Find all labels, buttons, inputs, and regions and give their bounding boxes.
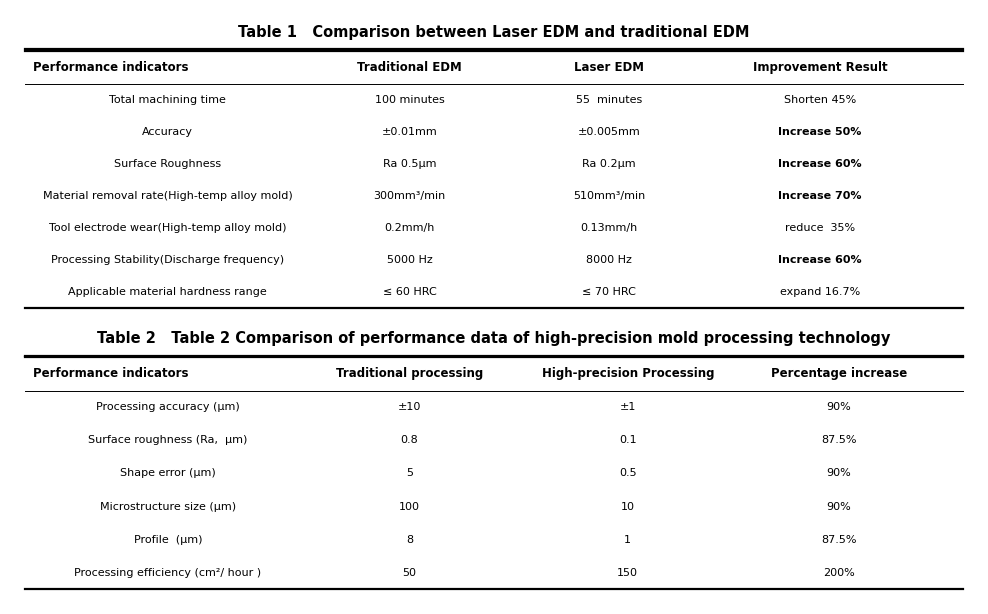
Text: 5000 Hz: 5000 Hz [386, 255, 433, 265]
Text: Surface Roughness: Surface Roughness [115, 159, 221, 169]
Text: High-precision Processing: High-precision Processing [541, 367, 714, 381]
Text: 50: 50 [402, 568, 417, 578]
Text: ≤ 70 HRC: ≤ 70 HRC [582, 287, 636, 297]
Text: Microstructure size (μm): Microstructure size (μm) [100, 502, 236, 511]
Text: Applicable material hardness range: Applicable material hardness range [68, 287, 267, 297]
Text: Increase 70%: Increase 70% [779, 191, 862, 201]
Text: Laser EDM: Laser EDM [574, 61, 644, 74]
Text: Accuracy: Accuracy [142, 127, 194, 137]
Text: 87.5%: 87.5% [821, 435, 857, 445]
Text: ±0.01mm: ±0.01mm [381, 127, 438, 137]
Text: Increase 50%: Increase 50% [779, 127, 862, 137]
Text: reduce  35%: reduce 35% [785, 223, 856, 233]
Text: expand 16.7%: expand 16.7% [781, 287, 861, 297]
Text: Total machining time: Total machining time [110, 95, 226, 105]
Text: Performance indicators: Performance indicators [33, 367, 188, 381]
Text: Surface roughness (Ra,  μm): Surface roughness (Ra, μm) [88, 435, 248, 445]
Text: 5: 5 [406, 468, 413, 478]
Text: Table 2   Table 2 Comparison of performance data of high-precision mold processi: Table 2 Table 2 Comparison of performanc… [97, 331, 891, 346]
Text: Table 1   Comparison between Laser EDM and traditional EDM: Table 1 Comparison between Laser EDM and… [238, 25, 750, 39]
Text: Traditional EDM: Traditional EDM [357, 61, 462, 74]
Text: ±0.005mm: ±0.005mm [578, 127, 640, 137]
Text: Performance indicators: Performance indicators [33, 61, 188, 74]
Text: 150: 150 [618, 568, 638, 578]
Text: Tool electrode wear(High-temp alloy mold): Tool electrode wear(High-temp alloy mold… [49, 223, 287, 233]
Text: 1: 1 [624, 535, 631, 545]
Text: 87.5%: 87.5% [821, 535, 857, 545]
Text: 100 minutes: 100 minutes [374, 95, 445, 105]
Text: 100: 100 [399, 502, 420, 511]
Text: Processing accuracy (μm): Processing accuracy (μm) [96, 402, 240, 412]
Text: 0.1: 0.1 [618, 435, 636, 445]
Text: 0.2mm/h: 0.2mm/h [384, 223, 435, 233]
Text: Ra 0.5μm: Ra 0.5μm [382, 159, 437, 169]
Text: 55  minutes: 55 minutes [576, 95, 642, 105]
Text: Ra 0.2μm: Ra 0.2μm [582, 159, 636, 169]
Text: 90%: 90% [827, 502, 852, 511]
Text: Improvement Result: Improvement Result [753, 61, 887, 74]
Text: 200%: 200% [823, 568, 855, 578]
Text: Processing Stability(Discharge frequency): Processing Stability(Discharge frequency… [51, 255, 285, 265]
Text: ±1: ±1 [619, 402, 636, 412]
Text: Increase 60%: Increase 60% [779, 255, 862, 265]
Text: 510mm³/min: 510mm³/min [573, 191, 645, 201]
Text: Material removal rate(High-temp alloy mold): Material removal rate(High-temp alloy mo… [42, 191, 292, 201]
Text: Processing efficiency (cm²/ hour ): Processing efficiency (cm²/ hour ) [74, 568, 262, 578]
Text: 8000 Hz: 8000 Hz [586, 255, 632, 265]
Text: 300mm³/min: 300mm³/min [373, 191, 446, 201]
Text: Shorten 45%: Shorten 45% [784, 95, 857, 105]
Text: 8: 8 [406, 535, 413, 545]
Text: 90%: 90% [827, 402, 852, 412]
Text: 0.8: 0.8 [401, 435, 418, 445]
Text: Percentage increase: Percentage increase [771, 367, 907, 381]
Text: Increase 60%: Increase 60% [779, 159, 862, 169]
Text: ±10: ±10 [398, 402, 421, 412]
Text: Shape error (μm): Shape error (μm) [120, 468, 215, 478]
Text: 90%: 90% [827, 468, 852, 478]
Text: Traditional processing: Traditional processing [336, 367, 483, 381]
Text: ≤ 60 HRC: ≤ 60 HRC [382, 287, 437, 297]
Text: 0.13mm/h: 0.13mm/h [580, 223, 637, 233]
Text: Profile  (μm): Profile (μm) [133, 535, 203, 545]
Text: 10: 10 [620, 502, 634, 511]
Text: 0.5: 0.5 [618, 468, 636, 478]
